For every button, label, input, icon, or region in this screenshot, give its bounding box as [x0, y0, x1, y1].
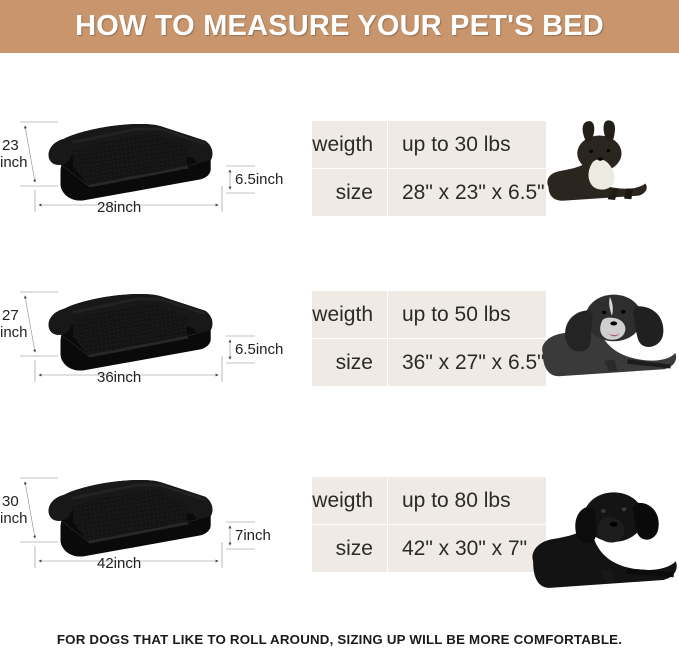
- svg-text:23: 23: [2, 137, 19, 154]
- svg-text:inch: inch: [0, 324, 28, 341]
- svg-text:27: 27: [2, 307, 19, 324]
- svg-text:inch: inch: [0, 510, 28, 527]
- svg-text:30: 30: [2, 493, 19, 510]
- svg-text:36inch: 36inch: [97, 369, 141, 386]
- svg-text:7inch: 7inch: [235, 527, 271, 544]
- svg-text:6.5inch: 6.5inch: [235, 341, 283, 358]
- svg-text:6.5inch: 6.5inch: [235, 171, 283, 188]
- svg-text:inch: inch: [0, 154, 28, 171]
- svg-text:28inch: 28inch: [97, 199, 141, 216]
- svg-text:42inch: 42inch: [97, 555, 141, 572]
